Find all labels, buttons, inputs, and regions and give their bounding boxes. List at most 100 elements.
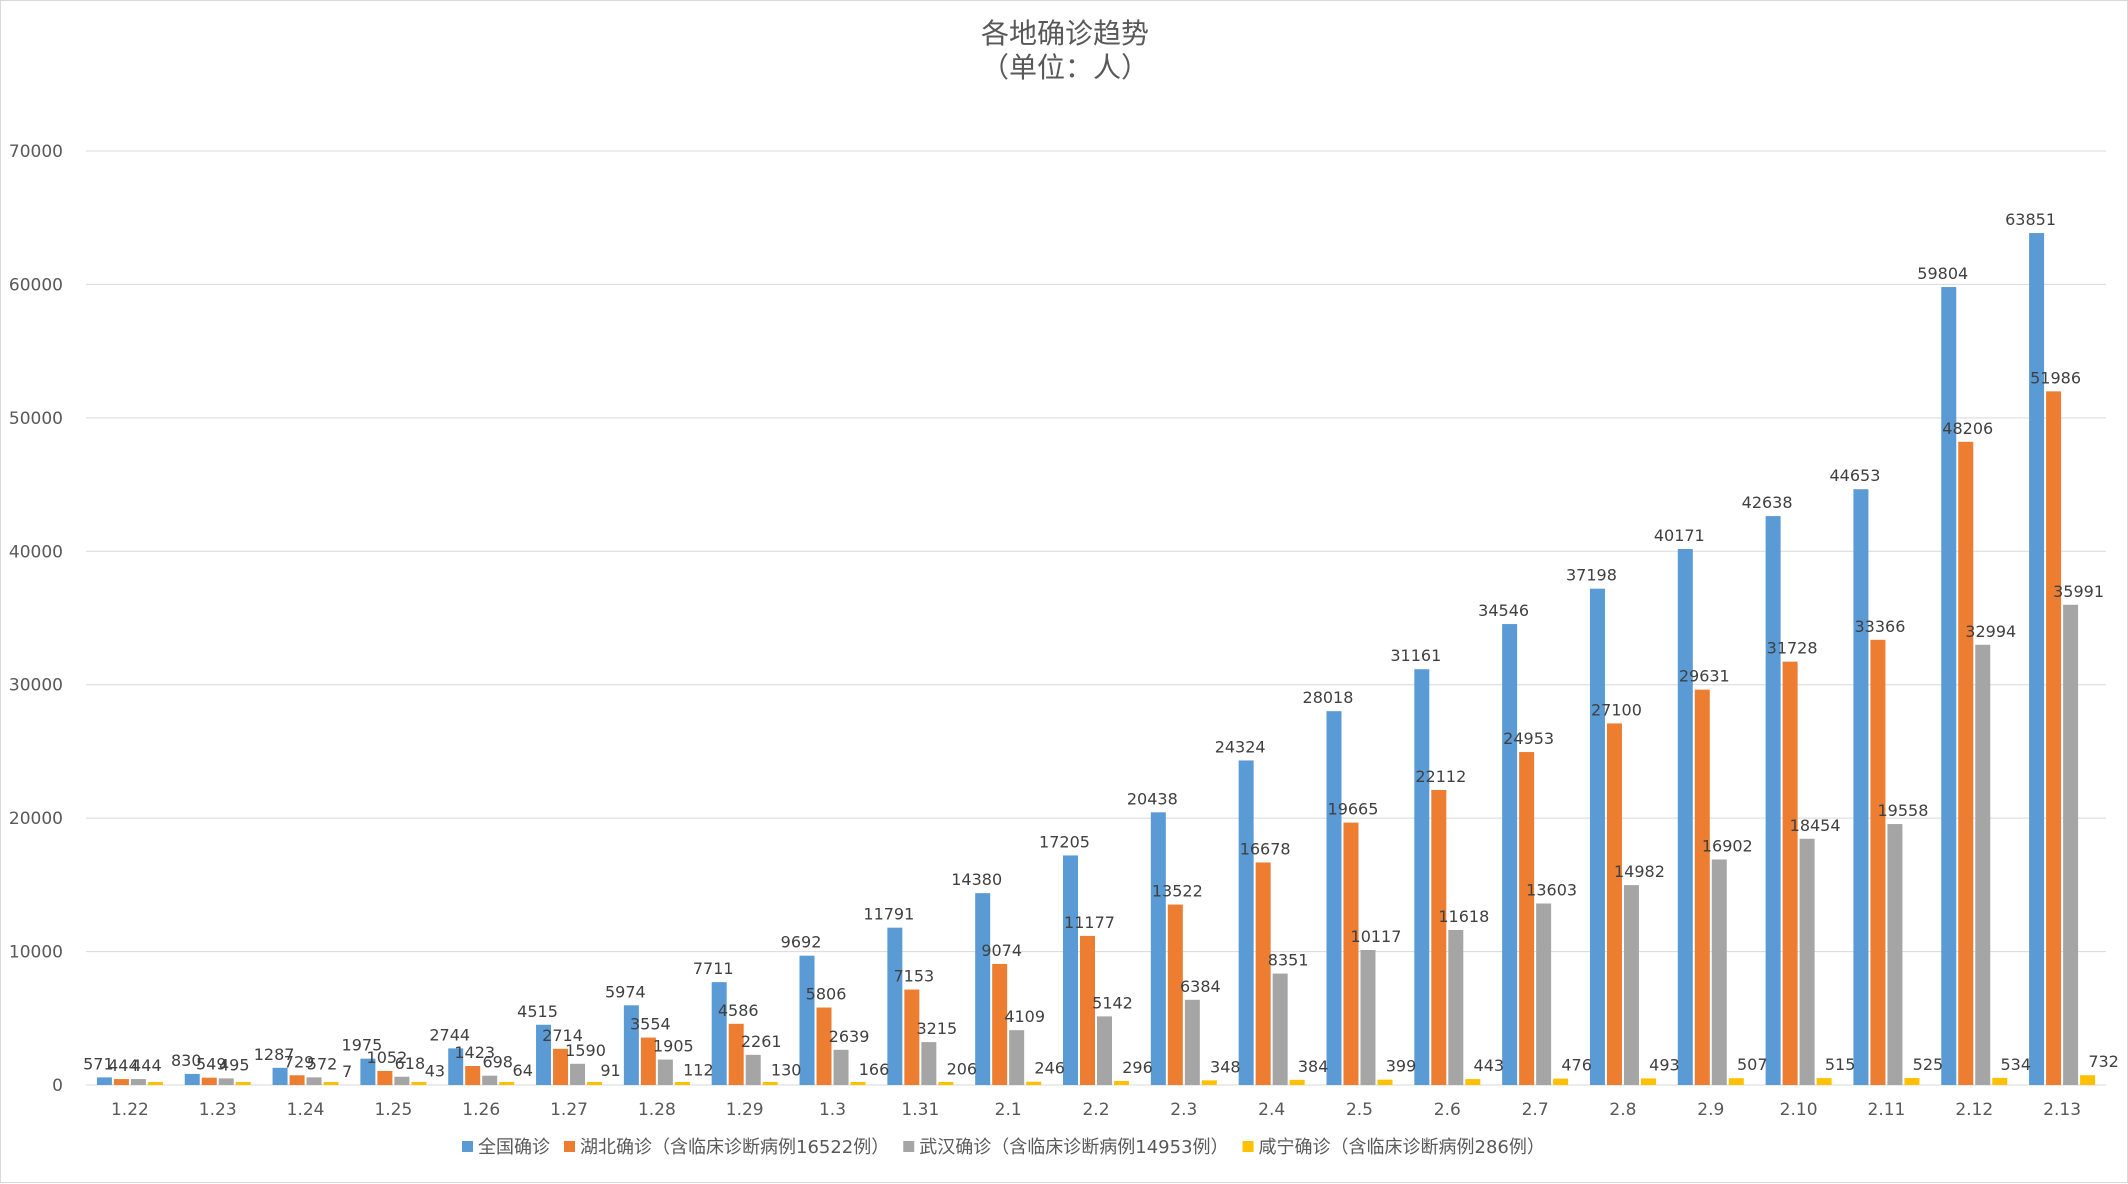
data-label: 20438 xyxy=(1127,789,1178,808)
bar-national xyxy=(711,982,727,1085)
data-label: 384 xyxy=(1298,1057,1329,1076)
data-label: 830 xyxy=(171,1051,202,1070)
x-tick-label: 2.12 xyxy=(1955,1100,1993,1120)
bar-hubei xyxy=(553,1048,569,1085)
bar-hubei xyxy=(1255,862,1271,1085)
data-label: 476 xyxy=(1561,1056,1592,1075)
x-tick-label: 2.6 xyxy=(1434,1100,1461,1120)
bar-wuhan xyxy=(833,1049,849,1085)
data-label: 166 xyxy=(859,1060,890,1079)
data-label: 63851 xyxy=(2005,210,2056,229)
bar-xianning xyxy=(1465,1079,1481,1085)
bar-xianning xyxy=(1377,1079,1393,1085)
data-label: 9692 xyxy=(781,933,822,952)
bar-national xyxy=(1941,287,1957,1085)
bar-hubei xyxy=(1519,752,1535,1085)
bar-hubei xyxy=(201,1077,217,1085)
bar-wuhan xyxy=(1184,999,1200,1085)
bar-xianning xyxy=(1992,1077,2008,1085)
bar-national xyxy=(799,955,815,1085)
data-label: 31728 xyxy=(1767,639,1818,658)
x-tick-label: 1.24 xyxy=(287,1100,325,1120)
bar-wuhan xyxy=(1887,824,1903,1085)
y-tick-label: 40000 xyxy=(9,542,63,562)
data-label: 495 xyxy=(219,1055,250,1074)
data-label: 3554 xyxy=(630,1015,671,1034)
bar-hubei xyxy=(904,989,920,1085)
x-tick-label: 1.26 xyxy=(462,1100,500,1120)
bar-wuhan xyxy=(1536,903,1552,1085)
bar-hubei xyxy=(1343,822,1359,1085)
legend-swatch xyxy=(564,1141,575,1152)
x-tick-label: 2.3 xyxy=(1170,1100,1197,1120)
data-label: 44653 xyxy=(1829,466,1880,485)
data-label: 32994 xyxy=(1965,622,2016,641)
x-tick-label: 2.5 xyxy=(1346,1100,1373,1120)
bar-wuhan xyxy=(657,1059,673,1085)
data-label: 4515 xyxy=(517,1002,558,1021)
data-label: 11791 xyxy=(863,905,914,924)
data-label: 14380 xyxy=(951,870,1002,889)
bar-xianning xyxy=(850,1082,866,1085)
bar-xianning xyxy=(1114,1081,1129,1085)
data-label: 444 xyxy=(131,1056,162,1075)
data-label: 40171 xyxy=(1654,526,1705,545)
y-tick-label: 30000 xyxy=(9,676,63,696)
bar-xianning xyxy=(1728,1078,1744,1085)
bar-hubei xyxy=(289,1075,305,1085)
data-label: 16678 xyxy=(1240,839,1291,858)
data-label: 2261 xyxy=(741,1032,782,1051)
x-tick-label: 2.8 xyxy=(1609,1100,1636,1120)
y-tick-label: 20000 xyxy=(9,809,63,829)
bar-xianning xyxy=(1026,1081,1042,1085)
data-label: 572 xyxy=(307,1054,338,1073)
bar-hubei xyxy=(1167,904,1183,1085)
data-label: 507 xyxy=(1737,1055,1768,1074)
data-label: 34546 xyxy=(1478,601,1529,620)
bar-wuhan xyxy=(2063,604,2079,1085)
bar-national xyxy=(1677,549,1693,1085)
data-label: 10117 xyxy=(1351,927,1402,946)
data-label: 5806 xyxy=(806,985,847,1004)
x-tick-label: 1.31 xyxy=(901,1100,939,1120)
data-label: 130 xyxy=(771,1060,802,1079)
data-label: 4586 xyxy=(718,1001,759,1020)
bar-wuhan xyxy=(1272,973,1288,1085)
bar-national xyxy=(1765,516,1781,1085)
bar-hubei xyxy=(1431,789,1447,1085)
bar-xianning xyxy=(587,1082,603,1085)
data-label: 206 xyxy=(947,1059,978,1078)
y-axis: 0 10000 20000 30000 40000 50000 60000 70000 xyxy=(9,142,63,1096)
bar-wuhan xyxy=(218,1078,234,1085)
legend-swatch xyxy=(462,1141,473,1152)
data-label: 29631 xyxy=(1679,667,1730,686)
x-tick-label: 1.27 xyxy=(550,1100,588,1120)
data-label: 7 xyxy=(342,1062,352,1081)
bar-hubei xyxy=(1080,935,1095,1085)
x-tick-label: 2.13 xyxy=(2043,1100,2081,1120)
data-label: 9074 xyxy=(981,941,1022,960)
bar-national xyxy=(1063,855,1078,1085)
data-label: 11618 xyxy=(1438,907,1489,926)
data-label: 296 xyxy=(1122,1058,1153,1077)
chart-title: 各地确诊趋势 xyxy=(981,17,1149,50)
data-label: 42638 xyxy=(1742,493,1793,512)
bar-hubei xyxy=(728,1023,744,1085)
bar-wuhan xyxy=(1360,950,1376,1085)
bar-wuhan xyxy=(921,1042,937,1085)
data-label: 22112 xyxy=(1415,767,1466,786)
bar-national xyxy=(448,1048,464,1085)
y-tick-label: 10000 xyxy=(9,943,63,963)
bar-wuhan xyxy=(1448,929,1464,1085)
data-label: 549 xyxy=(196,1055,227,1074)
x-tick-label: 1.22 xyxy=(111,1100,149,1120)
data-label: 37198 xyxy=(1566,566,1617,585)
data-label: 1423 xyxy=(454,1043,495,1062)
bar-national xyxy=(1414,669,1430,1085)
x-tick-label: 2.10 xyxy=(1780,1100,1818,1120)
data-label: 525 xyxy=(1913,1055,1944,1074)
bar-wuhan xyxy=(1097,1016,1112,1085)
bar-wuhan xyxy=(745,1054,761,1085)
bar-national xyxy=(887,927,903,1085)
bar-wuhan xyxy=(1799,838,1815,1085)
